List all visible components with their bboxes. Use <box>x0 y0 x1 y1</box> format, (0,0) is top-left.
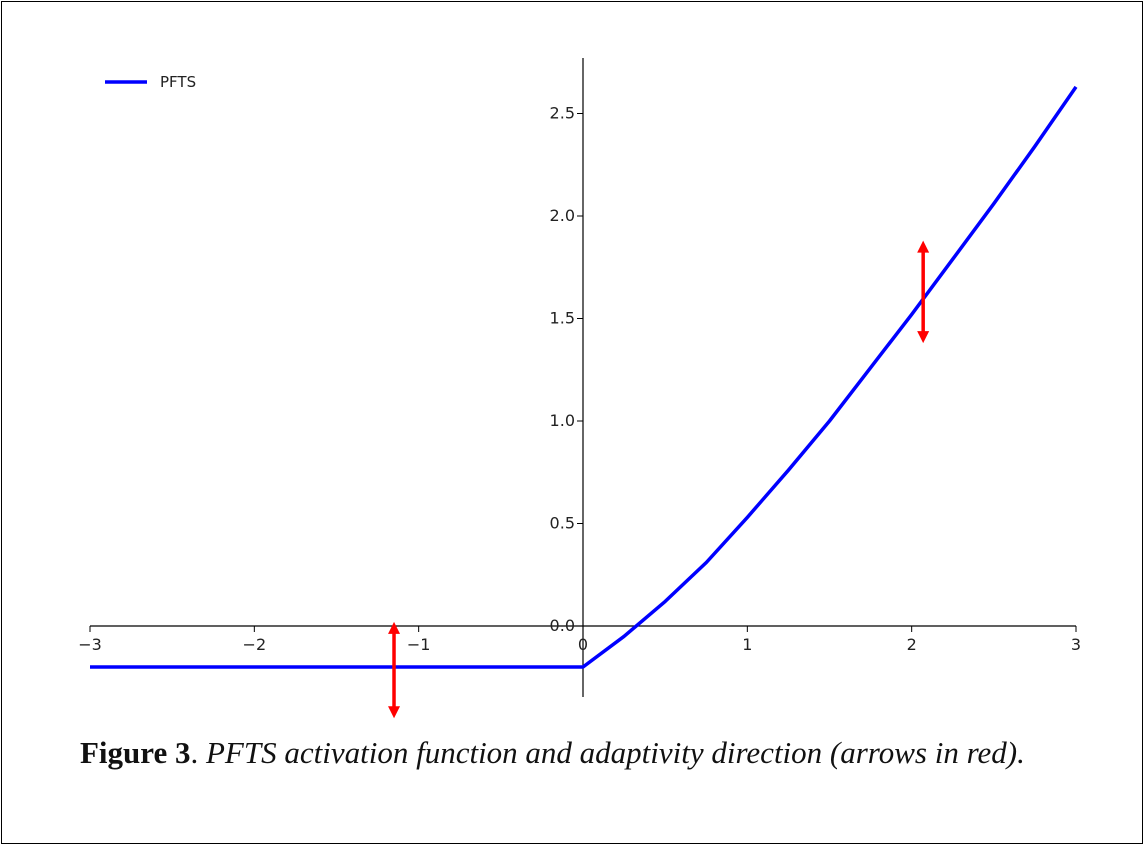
y-tick-label: 2.5 <box>550 104 575 123</box>
arrows-layer <box>388 240 930 719</box>
caption-label: Figure 3 <box>80 735 191 770</box>
y-tick-label: 0.5 <box>550 514 575 533</box>
y-tick-label: 0.0 <box>550 616 575 635</box>
adaptivity-arrow <box>388 621 401 719</box>
arrow-head-down <box>388 706 401 719</box>
caption-text: PFTS activation function and adaptivity … <box>198 735 1025 770</box>
arrow-head-down <box>917 331 930 344</box>
y-tick-label: 1.0 <box>550 411 575 430</box>
x-tick-label: −3 <box>78 635 102 654</box>
axes <box>90 58 1076 697</box>
x-tick-label: 3 <box>1071 635 1081 654</box>
series-line-pfts <box>90 85 1078 669</box>
x-tick-label: 1 <box>742 635 752 654</box>
y-tick-label: 1.5 <box>550 309 575 328</box>
arrow-head-up <box>388 621 401 634</box>
figure-caption: Figure 3. PFTS activation function and a… <box>80 735 1120 771</box>
legend-label-pfts: PFTS <box>160 73 196 91</box>
caption-separator: . <box>190 735 199 770</box>
x-tick-label: −1 <box>407 635 431 654</box>
ticks: −3 −2 −1 0 1 2 3 0.0 0.5 1.0 1.5 2.0 2.5 <box>78 104 1081 655</box>
series-layer <box>90 85 1078 669</box>
adaptivity-arrow <box>917 240 930 344</box>
x-tick-label: −2 <box>243 635 267 654</box>
pfts-chart: −3 −2 −1 0 1 2 3 0.0 0.5 1.0 1.5 2.0 2.5 PFTS <box>78 58 1081 719</box>
arrow-head-up <box>917 240 930 253</box>
x-tick-label: 0 <box>578 635 588 654</box>
legend: PFTS <box>105 73 196 91</box>
x-tick-label: 2 <box>907 635 917 654</box>
y-tick-label: 2.0 <box>550 206 575 225</box>
